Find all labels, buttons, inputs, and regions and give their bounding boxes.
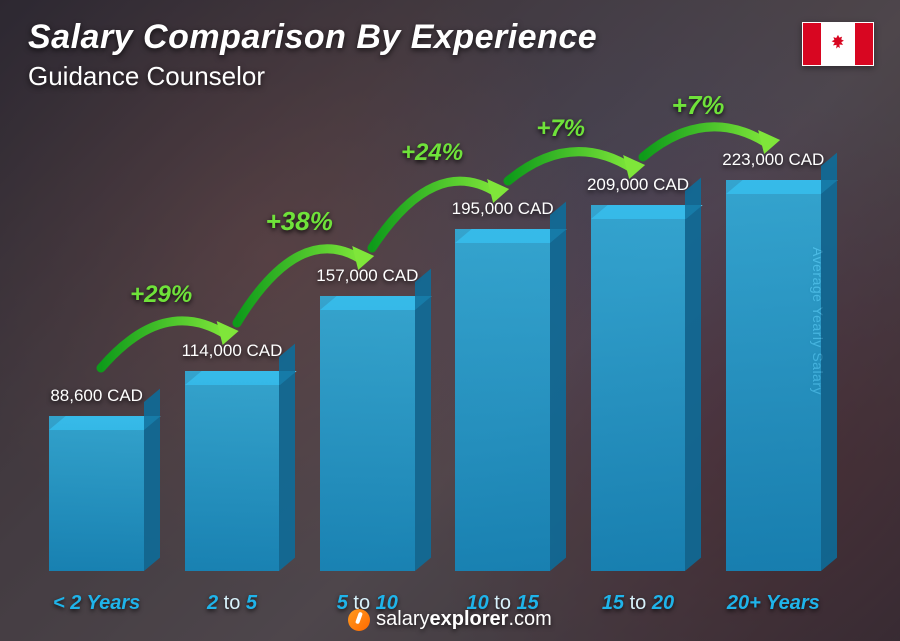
bar-223000: 223,000 CAD	[713, 150, 834, 571]
flag-band-left	[803, 23, 821, 65]
bar-3d	[726, 180, 821, 571]
chart-area: 88,600 CAD114,000 CAD157,000 CAD195,000 …	[30, 120, 840, 571]
growth-label: +24%	[401, 139, 463, 167]
chart-stage: Salary Comparison By Experience Guidance…	[0, 0, 900, 641]
flag-band-right	[855, 23, 873, 65]
title-block: Salary Comparison By Experience Guidance…	[28, 18, 597, 92]
growth-label: +38%	[266, 206, 333, 237]
site-prefix: salary	[376, 608, 429, 630]
bar-209000: 209,000 CAD	[577, 175, 698, 571]
site-attribution: salaryexplorer.com	[0, 608, 900, 631]
site-name: salaryexplorer.com	[376, 608, 552, 631]
site-suffix: explorer	[430, 608, 509, 630]
growth-label: +29%	[130, 281, 192, 309]
chart-title: Salary Comparison By Experience	[28, 18, 597, 57]
country-flag	[802, 22, 874, 66]
site-tld: .com	[508, 608, 551, 630]
bar-3d	[591, 205, 686, 571]
bar-88600: 88,600 CAD	[36, 386, 157, 571]
flag-maple-leaf-icon	[821, 23, 855, 65]
bar-3d	[49, 416, 144, 571]
site-logo-icon	[348, 609, 370, 631]
chart-subtitle: Guidance Counselor	[28, 61, 597, 92]
growth-label: +7%	[672, 90, 725, 121]
growth-label: +7%	[536, 115, 585, 143]
